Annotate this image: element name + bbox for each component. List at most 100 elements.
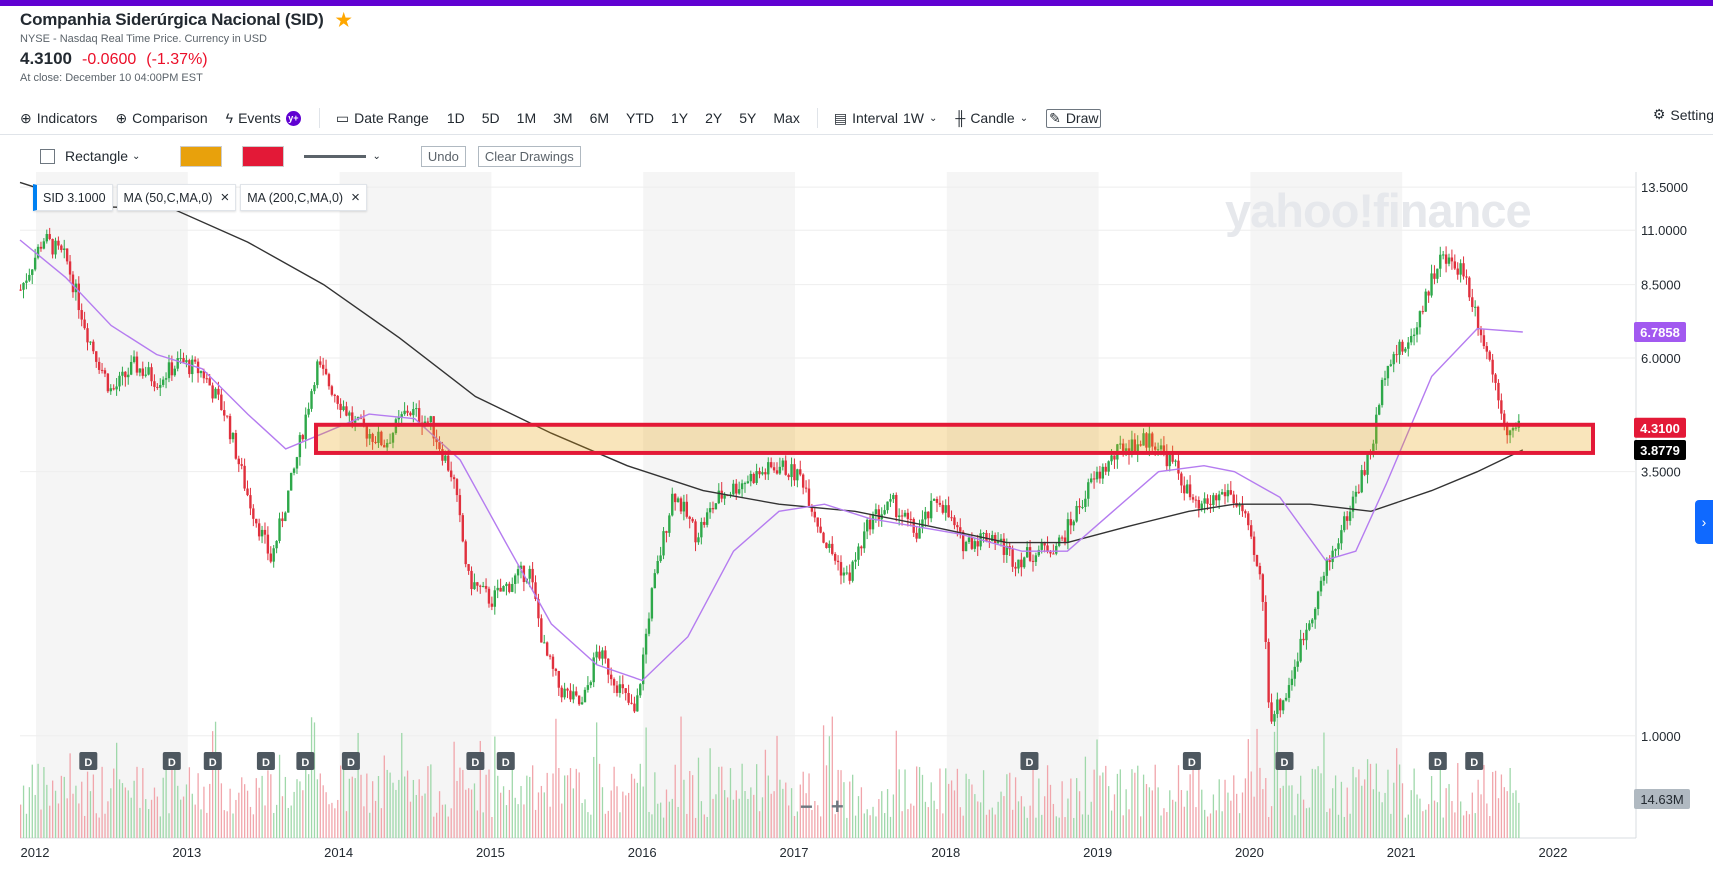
comparison-button[interactable]: ⊕ Comparison [115,110,207,127]
volume-bar [564,775,566,838]
volume-bar [1492,771,1494,838]
volume-bar [468,788,470,838]
chevron-right-icon[interactable]: › [1695,500,1713,544]
candle-body [95,351,98,362]
close-icon[interactable]: × [351,189,360,206]
candle-body [1453,261,1457,269]
volume-bar [1430,776,1433,838]
legend-symbol[interactable]: SID 3.1000 [33,184,113,211]
range-1d[interactable]: 1D [446,110,465,126]
events-button[interactable]: ϟ Events y+ [226,110,301,126]
candle-body [1226,490,1230,497]
candle-body [63,248,66,250]
candle-body [1447,257,1451,264]
range-2y[interactable]: 2Y [705,110,723,126]
volume-bar [136,766,138,838]
candle-body [1497,382,1500,401]
range-5d[interactable]: 5D [481,110,500,126]
candle-body [929,500,933,519]
dividend-marker [162,752,181,770]
volume-bar [1174,801,1177,838]
volume-bar [619,812,621,838]
volume-bar [305,768,307,838]
volume-bar [302,790,304,838]
date-range-button[interactable]: ▭ Date Range [336,110,429,127]
candle-body [959,527,962,532]
legend-ma200[interactable]: MA (200,C,MA,0) × [240,184,367,211]
candle-body [1098,471,1102,479]
candle-body [159,384,162,388]
candle-body [1168,453,1171,467]
volume-bar [308,774,310,838]
volume-bar [1035,817,1037,838]
volume-bar [802,771,804,838]
candle-body [278,518,281,541]
chart-type-label: Candle [970,110,1015,126]
draw-button[interactable]: ✎ Draw [1046,108,1102,128]
candle-body [1264,601,1267,642]
close-icon[interactable]: × [220,189,230,206]
undo-button[interactable]: Undo [420,145,466,167]
candle-body [804,487,808,489]
volume-bar [1116,773,1119,838]
candle-body [927,511,930,519]
clear-drawings-button[interactable]: Clear Drawings [477,145,581,167]
candle-body [921,519,924,529]
volume-bar [459,767,461,838]
candle-body [1508,430,1512,436]
line-style-dropdown[interactable]: ⌄ [304,151,381,162]
candle-body [1014,566,1017,569]
chart-type-dropdown[interactable]: ╫ Candle ⌄ [955,110,1028,126]
zoom-in-button[interactable]: + [830,794,844,819]
rectangle-checkbox[interactable] [40,148,55,164]
candle-body [284,512,287,522]
volume-bar [622,791,624,838]
volume-bar [441,804,444,838]
volume-bar [875,816,877,838]
candle-body [220,394,223,411]
range-ytd[interactable]: YTD [626,110,655,126]
range-6m[interactable]: 6M [589,110,610,126]
candle-body [60,245,63,250]
star-icon[interactable]: ★ [335,10,352,30]
legend-ma50[interactable]: MA (50,C,MA,0) × [116,184,237,211]
indicators-button[interactable]: ⊕ Indicators [20,110,97,127]
plus-circle-icon: ⊕ [20,109,32,126]
zoom-out-button[interactable]: − [800,794,813,819]
volume-bar [753,794,755,838]
candle-body [185,360,188,363]
range-1y[interactable]: 1Y [671,110,689,126]
volume-bar [1142,774,1145,838]
candle-body [1343,516,1346,531]
range-max[interactable]: Max [773,110,800,126]
interval-dropdown[interactable]: ▤ Interval 1W ⌄ [834,110,938,127]
stroke-color-swatch[interactable] [242,145,285,167]
candle-body [775,470,779,474]
candle-body [513,575,517,584]
volume-bar [1506,791,1508,838]
volume-bar [185,784,188,838]
settings-button[interactable]: ⚙ Settings [1653,106,1713,123]
volume-bar [1323,732,1325,838]
range-5y[interactable]: 5Y [739,110,757,126]
candle-body [225,415,229,417]
volume-bar [872,806,874,838]
candle-body [842,572,846,576]
candle-body [1308,623,1311,630]
candle-body [897,515,901,518]
candle-body [1444,254,1448,264]
candle-body [778,466,782,474]
candle-body [1270,702,1273,722]
candle-body [502,586,505,592]
range-3m[interactable]: 3M [553,110,573,126]
date-range-label: Date Range [354,110,429,126]
candle-body [388,442,392,444]
range-1m[interactable]: 1M [516,110,537,126]
candle-body [295,457,299,469]
fill-color-swatch[interactable] [180,145,223,167]
candle-body [1049,551,1052,554]
volume-bar [1160,815,1162,838]
volume-bar [581,803,583,838]
shape-dropdown[interactable]: Rectangle [65,148,129,164]
